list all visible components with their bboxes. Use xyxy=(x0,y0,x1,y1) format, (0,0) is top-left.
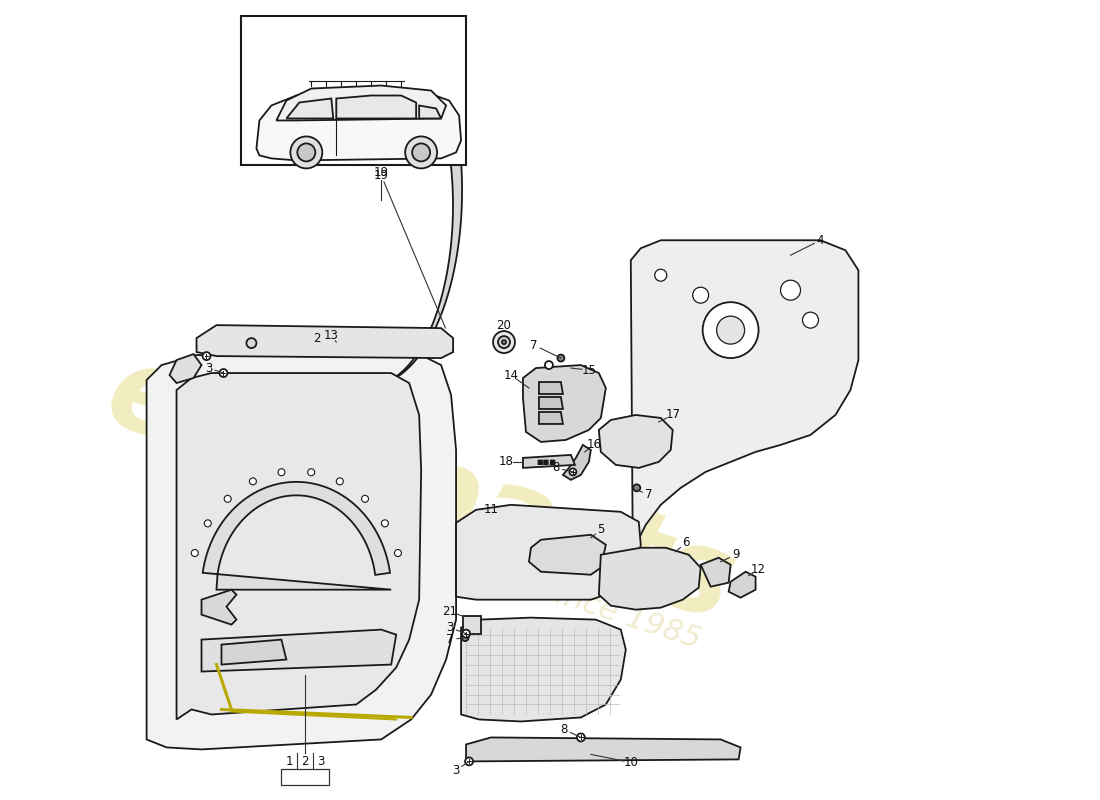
Text: 3: 3 xyxy=(447,621,454,634)
Polygon shape xyxy=(221,639,286,665)
Text: 6: 6 xyxy=(682,536,690,550)
Text: 1: 1 xyxy=(286,755,293,768)
Text: 12: 12 xyxy=(751,563,766,576)
Polygon shape xyxy=(146,355,456,750)
Polygon shape xyxy=(419,106,441,118)
Text: 20: 20 xyxy=(496,318,512,332)
Circle shape xyxy=(716,316,745,344)
Polygon shape xyxy=(202,482,392,590)
Circle shape xyxy=(382,520,388,527)
FancyBboxPatch shape xyxy=(282,770,329,786)
Circle shape xyxy=(362,495,369,502)
Polygon shape xyxy=(529,534,606,574)
Polygon shape xyxy=(276,86,447,121)
Polygon shape xyxy=(539,397,563,409)
Polygon shape xyxy=(539,382,563,394)
Text: 7: 7 xyxy=(530,338,538,351)
Circle shape xyxy=(462,630,470,638)
Text: 18: 18 xyxy=(498,455,514,468)
Circle shape xyxy=(412,143,430,162)
Polygon shape xyxy=(466,738,740,762)
Text: 19: 19 xyxy=(374,169,388,182)
Circle shape xyxy=(703,302,759,358)
Polygon shape xyxy=(630,240,858,554)
Polygon shape xyxy=(522,365,606,442)
Circle shape xyxy=(202,352,210,360)
Circle shape xyxy=(465,758,473,766)
Text: 8: 8 xyxy=(560,723,568,736)
Circle shape xyxy=(634,484,640,491)
Text: 8: 8 xyxy=(552,462,560,474)
Polygon shape xyxy=(337,95,416,118)
Circle shape xyxy=(502,340,506,344)
Circle shape xyxy=(693,287,708,303)
Circle shape xyxy=(290,137,322,168)
Polygon shape xyxy=(197,325,453,358)
Text: 13: 13 xyxy=(323,329,339,342)
Polygon shape xyxy=(176,373,421,719)
Polygon shape xyxy=(169,354,201,383)
Circle shape xyxy=(224,495,231,502)
Text: 2: 2 xyxy=(301,755,309,768)
Text: 16: 16 xyxy=(586,438,602,451)
Polygon shape xyxy=(539,412,563,424)
Text: 3: 3 xyxy=(452,764,460,777)
Text: 17: 17 xyxy=(666,409,680,422)
Text: europarts: europarts xyxy=(94,334,749,646)
Circle shape xyxy=(654,270,667,281)
Circle shape xyxy=(337,478,343,485)
Text: 15: 15 xyxy=(582,363,596,377)
Text: 2: 2 xyxy=(314,332,321,345)
Polygon shape xyxy=(371,53,462,385)
Polygon shape xyxy=(201,630,396,671)
Polygon shape xyxy=(701,558,730,586)
Polygon shape xyxy=(456,505,641,600)
Text: 10: 10 xyxy=(624,756,638,769)
Circle shape xyxy=(405,137,437,168)
Text: a passion for parts since 1985: a passion for parts since 1985 xyxy=(257,485,705,654)
Circle shape xyxy=(576,734,585,742)
Text: 5: 5 xyxy=(597,523,605,536)
Circle shape xyxy=(781,280,801,300)
Circle shape xyxy=(544,361,553,369)
Circle shape xyxy=(493,331,515,353)
Circle shape xyxy=(191,550,198,557)
Circle shape xyxy=(250,478,256,485)
Circle shape xyxy=(220,369,228,377)
Text: 7: 7 xyxy=(645,488,652,502)
Polygon shape xyxy=(256,89,461,161)
Polygon shape xyxy=(522,455,575,468)
Circle shape xyxy=(570,468,576,475)
Polygon shape xyxy=(598,415,673,468)
Circle shape xyxy=(278,469,285,476)
Bar xyxy=(241,16,466,166)
Circle shape xyxy=(462,634,469,641)
Circle shape xyxy=(498,336,510,348)
Circle shape xyxy=(558,354,564,362)
Polygon shape xyxy=(461,618,626,722)
Polygon shape xyxy=(728,572,756,598)
Circle shape xyxy=(395,550,402,557)
Text: 7: 7 xyxy=(447,633,454,646)
Polygon shape xyxy=(563,445,591,480)
Circle shape xyxy=(297,143,316,162)
Text: 4: 4 xyxy=(816,234,824,246)
FancyBboxPatch shape xyxy=(463,616,481,634)
Polygon shape xyxy=(286,98,333,118)
Text: 3: 3 xyxy=(318,755,324,768)
Text: ■■■: ■■■ xyxy=(536,459,556,465)
Circle shape xyxy=(205,520,211,527)
Circle shape xyxy=(803,312,818,328)
Text: 19: 19 xyxy=(374,166,388,179)
Text: 21: 21 xyxy=(442,605,458,618)
Circle shape xyxy=(308,469,315,476)
Polygon shape xyxy=(201,590,236,625)
Text: 3: 3 xyxy=(205,362,212,374)
Text: 14: 14 xyxy=(504,369,518,382)
Text: 9: 9 xyxy=(732,548,739,562)
Polygon shape xyxy=(598,548,701,610)
Text: 11: 11 xyxy=(484,503,498,516)
Circle shape xyxy=(246,338,256,348)
